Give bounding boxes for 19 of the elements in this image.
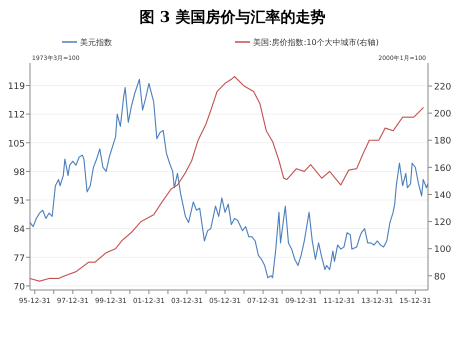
y-tick-label: 98 xyxy=(14,168,26,178)
y2-tick-label: 80 xyxy=(434,272,446,282)
y2-tick-label: 120 xyxy=(434,218,452,228)
legend-label: 美国:房价指数:10个大中城市(右轴) xyxy=(253,38,379,47)
legend-label: 美元指数 xyxy=(80,38,112,47)
y2-tick-label: 200 xyxy=(434,110,452,120)
y-tick-label: 70 xyxy=(14,282,26,292)
y2-tick-label: 180 xyxy=(434,136,452,147)
y2-tick-label: 160 xyxy=(434,164,452,174)
y2-tick-label: 100 xyxy=(434,245,452,256)
y-tick-label: 84 xyxy=(14,225,26,236)
y-tick-label: 119 xyxy=(8,82,26,92)
y-tick-label: 77 xyxy=(14,254,25,264)
chart-title: 图 3 美国房价与汇率的走势 xyxy=(140,8,326,26)
y2-tick-label: 140 xyxy=(434,190,452,201)
y2-tick-label: 220 xyxy=(434,82,452,93)
y-tick-label: 91 xyxy=(14,196,25,207)
y-tick-label: 105 xyxy=(8,139,25,150)
y-tick-label: 112 xyxy=(8,110,25,121)
